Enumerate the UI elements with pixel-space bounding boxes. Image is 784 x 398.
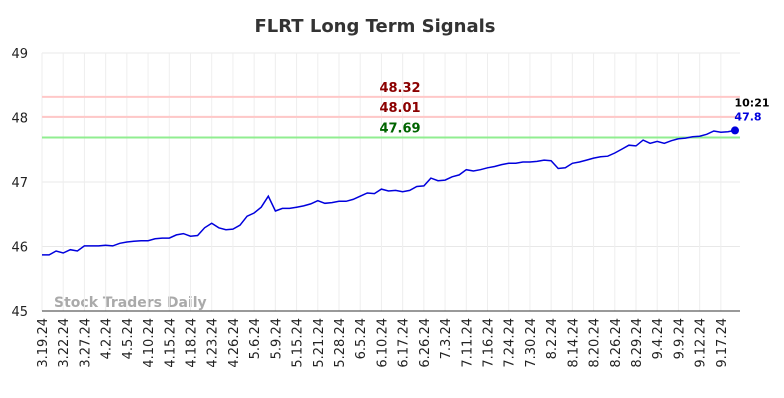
x-tick-label: 3.27.24 bbox=[78, 318, 93, 368]
x-tick-label: 7.11.24 bbox=[460, 318, 475, 368]
x-tick-label: 5.28.24 bbox=[333, 318, 348, 368]
reference-label: 48.32 bbox=[379, 81, 420, 96]
x-tick-label: 8.29.24 bbox=[630, 318, 645, 368]
last-time-label: 10:21 bbox=[734, 96, 769, 109]
y-tick-label: 45 bbox=[11, 305, 28, 320]
chart-title: FLRT Long Term Signals bbox=[254, 16, 495, 37]
x-tick-label: 4.26.24 bbox=[227, 318, 242, 368]
x-tick-label: 8.26.24 bbox=[609, 318, 624, 368]
x-tick-label: 8.2.24 bbox=[545, 318, 560, 359]
x-tick-label: 5.6.24 bbox=[248, 318, 263, 359]
reference-label: 48.01 bbox=[379, 101, 420, 116]
x-tick-label: 4.23.24 bbox=[206, 318, 221, 368]
x-tick-label: 4.5.24 bbox=[121, 318, 136, 359]
x-tick-label: 8.14.24 bbox=[566, 318, 581, 368]
x-tick-label: 7.16.24 bbox=[482, 318, 497, 368]
x-tick-label: 4.18.24 bbox=[185, 318, 200, 368]
x-tick-label: 4.15.24 bbox=[163, 318, 178, 368]
last-value-label: 47.8 bbox=[734, 110, 761, 123]
x-tick-label: 3.22.24 bbox=[57, 318, 72, 368]
x-tick-label: 6.26.24 bbox=[418, 318, 433, 368]
x-tick-label: 9.12.24 bbox=[694, 318, 709, 368]
price-line bbox=[42, 129, 736, 256]
x-tick-label: 8.20.24 bbox=[588, 318, 603, 368]
x-tick-label: 7.3.24 bbox=[439, 318, 454, 359]
y-tick-label: 48 bbox=[11, 112, 28, 127]
x-tick-label: 4.2.24 bbox=[100, 318, 115, 359]
y-tick-label: 49 bbox=[11, 47, 28, 62]
x-tick-label: 7.24.24 bbox=[503, 318, 518, 368]
y-tick-label: 47 bbox=[11, 176, 28, 191]
reference-label: 47.69 bbox=[379, 121, 420, 136]
x-tick-label: 6.5.24 bbox=[354, 318, 369, 359]
x-tick-label: 3.19.24 bbox=[36, 318, 51, 368]
x-tick-label: 5.9.24 bbox=[269, 318, 284, 359]
watermark: Stock Traders Daily bbox=[54, 295, 207, 311]
x-tick-label: 9.4.24 bbox=[651, 318, 666, 359]
x-tick-label: 6.10.24 bbox=[375, 318, 390, 368]
y-tick-label: 46 bbox=[11, 241, 28, 256]
x-tick-label: 5.21.24 bbox=[312, 318, 327, 368]
x-tick-label: 5.15.24 bbox=[291, 318, 306, 368]
x-tick-label: 4.10.24 bbox=[142, 318, 157, 368]
x-tick-label: 6.17.24 bbox=[397, 318, 412, 368]
x-tick-label: 9.17.24 bbox=[715, 318, 730, 368]
last-point bbox=[731, 126, 739, 135]
x-tick-label: 7.30.24 bbox=[524, 318, 539, 368]
x-tick-label: 9.9.24 bbox=[672, 318, 687, 359]
